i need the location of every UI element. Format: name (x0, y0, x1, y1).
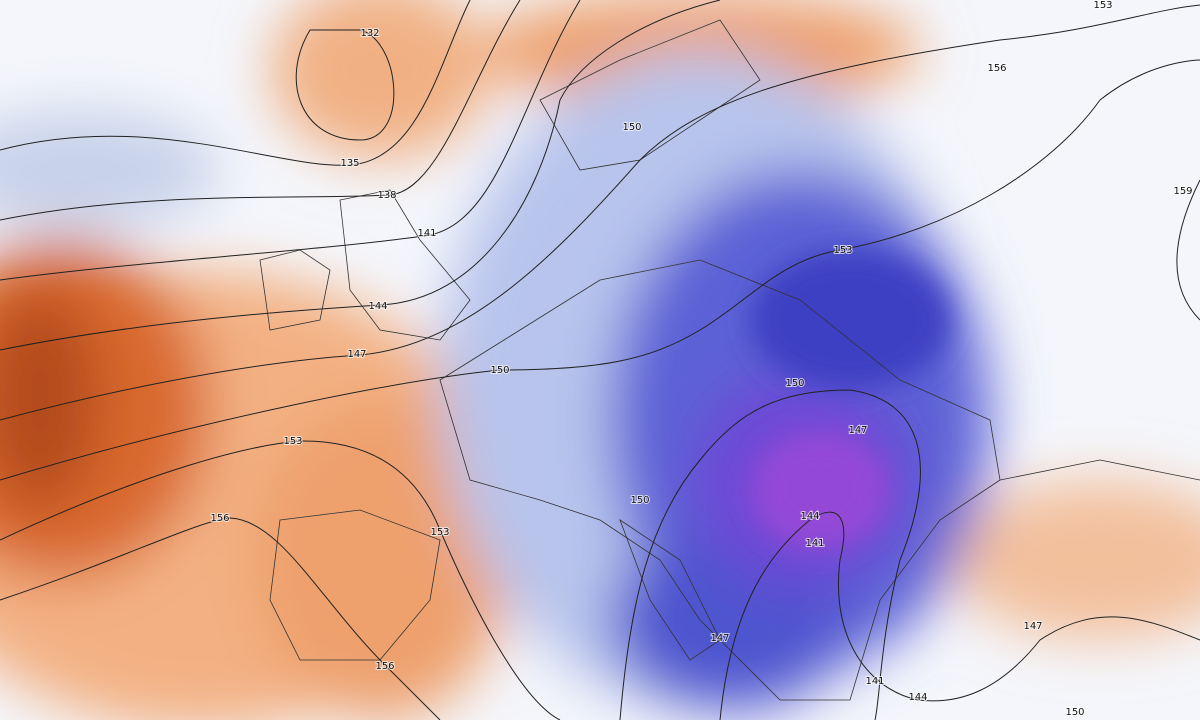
contour-label: 150 (622, 122, 641, 133)
contour-label: 147 (1023, 621, 1042, 632)
contour-label: 144 (800, 511, 819, 522)
contour-label: 150 (785, 378, 804, 389)
contour-label: 147 (710, 633, 729, 644)
contour-label: 141 (865, 676, 884, 687)
contour-label: 159 (1173, 186, 1192, 197)
contour-label: 138 (377, 190, 396, 201)
contour-label: 156 (210, 513, 229, 524)
contour-label: 153 (430, 527, 449, 538)
coastlines (259, 19, 1200, 701)
contour-label: 156 (375, 661, 394, 672)
contour-label: 153 (833, 245, 852, 256)
contour-labels: 132 135 138 141 144 147 150 153 156 153 156 150 153 1… (209, 0, 1193, 719)
contour-label: 144 (908, 692, 927, 703)
contour-label: 135 (340, 158, 359, 169)
contour-label: 156 (987, 63, 1006, 74)
contour-label: 150 (1065, 707, 1084, 718)
contour-label: 144 (368, 301, 387, 312)
contour-label: 147 (347, 349, 366, 360)
contour-label: 141 (805, 538, 824, 549)
contour-label: 150 (490, 365, 509, 376)
anomaly-core (750, 250, 950, 550)
contour-label: 141 (417, 228, 436, 239)
contour-label: 150 (630, 495, 649, 506)
contour-label: 147 (848, 425, 867, 436)
contour-label: 132 (360, 28, 379, 39)
contour-label: 153 (283, 436, 302, 447)
contour-label: 153 (1093, 0, 1112, 11)
